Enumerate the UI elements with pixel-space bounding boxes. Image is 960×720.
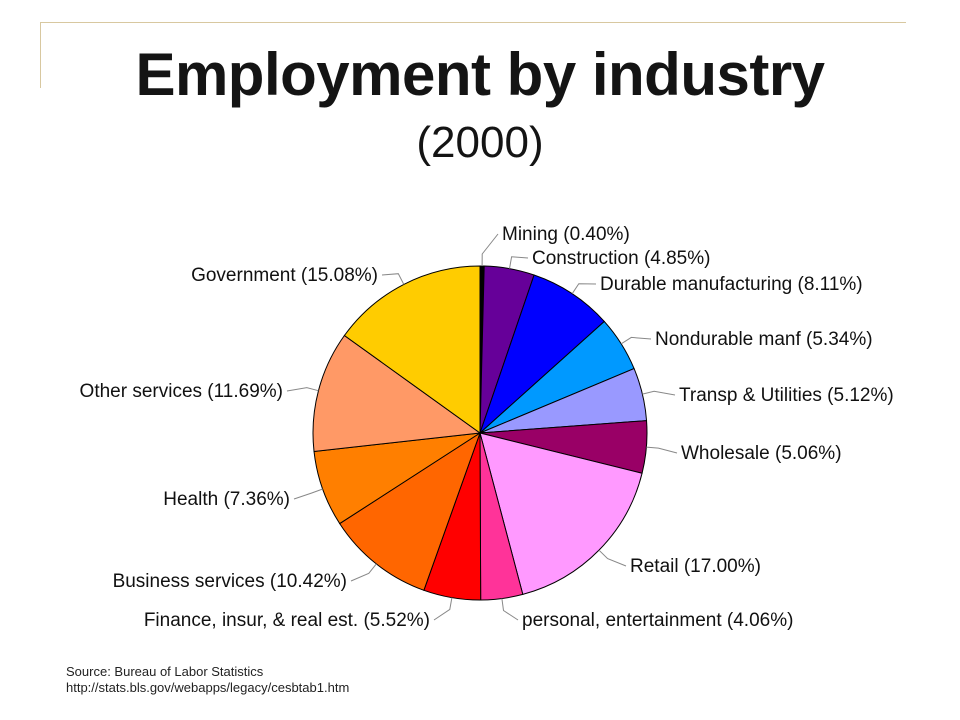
source-url: http://stats.bls.gov/webapps/legacy/cesb… <box>66 680 350 695</box>
leader-line <box>620 336 652 345</box>
slice-label: Durable manufacturing (8.11%) <box>600 274 863 295</box>
leader-line <box>293 488 323 500</box>
pie-slice <box>312 334 482 453</box>
source-note: Source: Bureau of Labor Statistics http:… <box>66 664 349 696</box>
leader-line <box>501 598 519 621</box>
slice-label: Retail (17.00%) <box>630 556 761 577</box>
slide-top-rule <box>40 22 906 23</box>
leader-line <box>646 446 678 454</box>
source-line: Source: Bureau of Labor Statistics <box>66 664 264 679</box>
slice-label: Construction (4.85%) <box>532 248 710 269</box>
slide-left-rule <box>40 22 41 88</box>
leader-line <box>481 233 499 267</box>
leader-line <box>509 256 529 269</box>
pie-slice <box>479 432 643 596</box>
slice-label: Finance, insur, & real est. (5.52%) <box>144 610 430 631</box>
slice-label: Wholesale (5.06%) <box>681 443 842 464</box>
slice-label: Government (15.08%) <box>191 265 378 286</box>
pie-slice <box>343 265 481 434</box>
leader-line <box>350 563 377 582</box>
leader-line <box>642 390 676 396</box>
slice-label: Nondurable manf (5.34%) <box>655 329 873 350</box>
leader-line <box>381 273 405 285</box>
pie-slice <box>339 431 481 591</box>
slice-label: Transp & Utilities (5.12%) <box>679 385 894 406</box>
leader-line <box>286 387 319 392</box>
chart-title: Employment by industry <box>135 41 825 108</box>
slice-label: Business services (10.42%) <box>113 571 347 592</box>
leader-line <box>598 549 627 567</box>
chart-subtitle: (2000) <box>416 118 544 167</box>
leader-line <box>571 283 597 294</box>
slice-label: Health (7.36%) <box>163 489 290 510</box>
slice-label: personal, entertainment (4.06%) <box>522 610 793 631</box>
slice-label: Mining (0.40%) <box>502 224 630 245</box>
slice-label: Other services (11.69%) <box>80 381 283 402</box>
leader-line <box>433 597 453 621</box>
